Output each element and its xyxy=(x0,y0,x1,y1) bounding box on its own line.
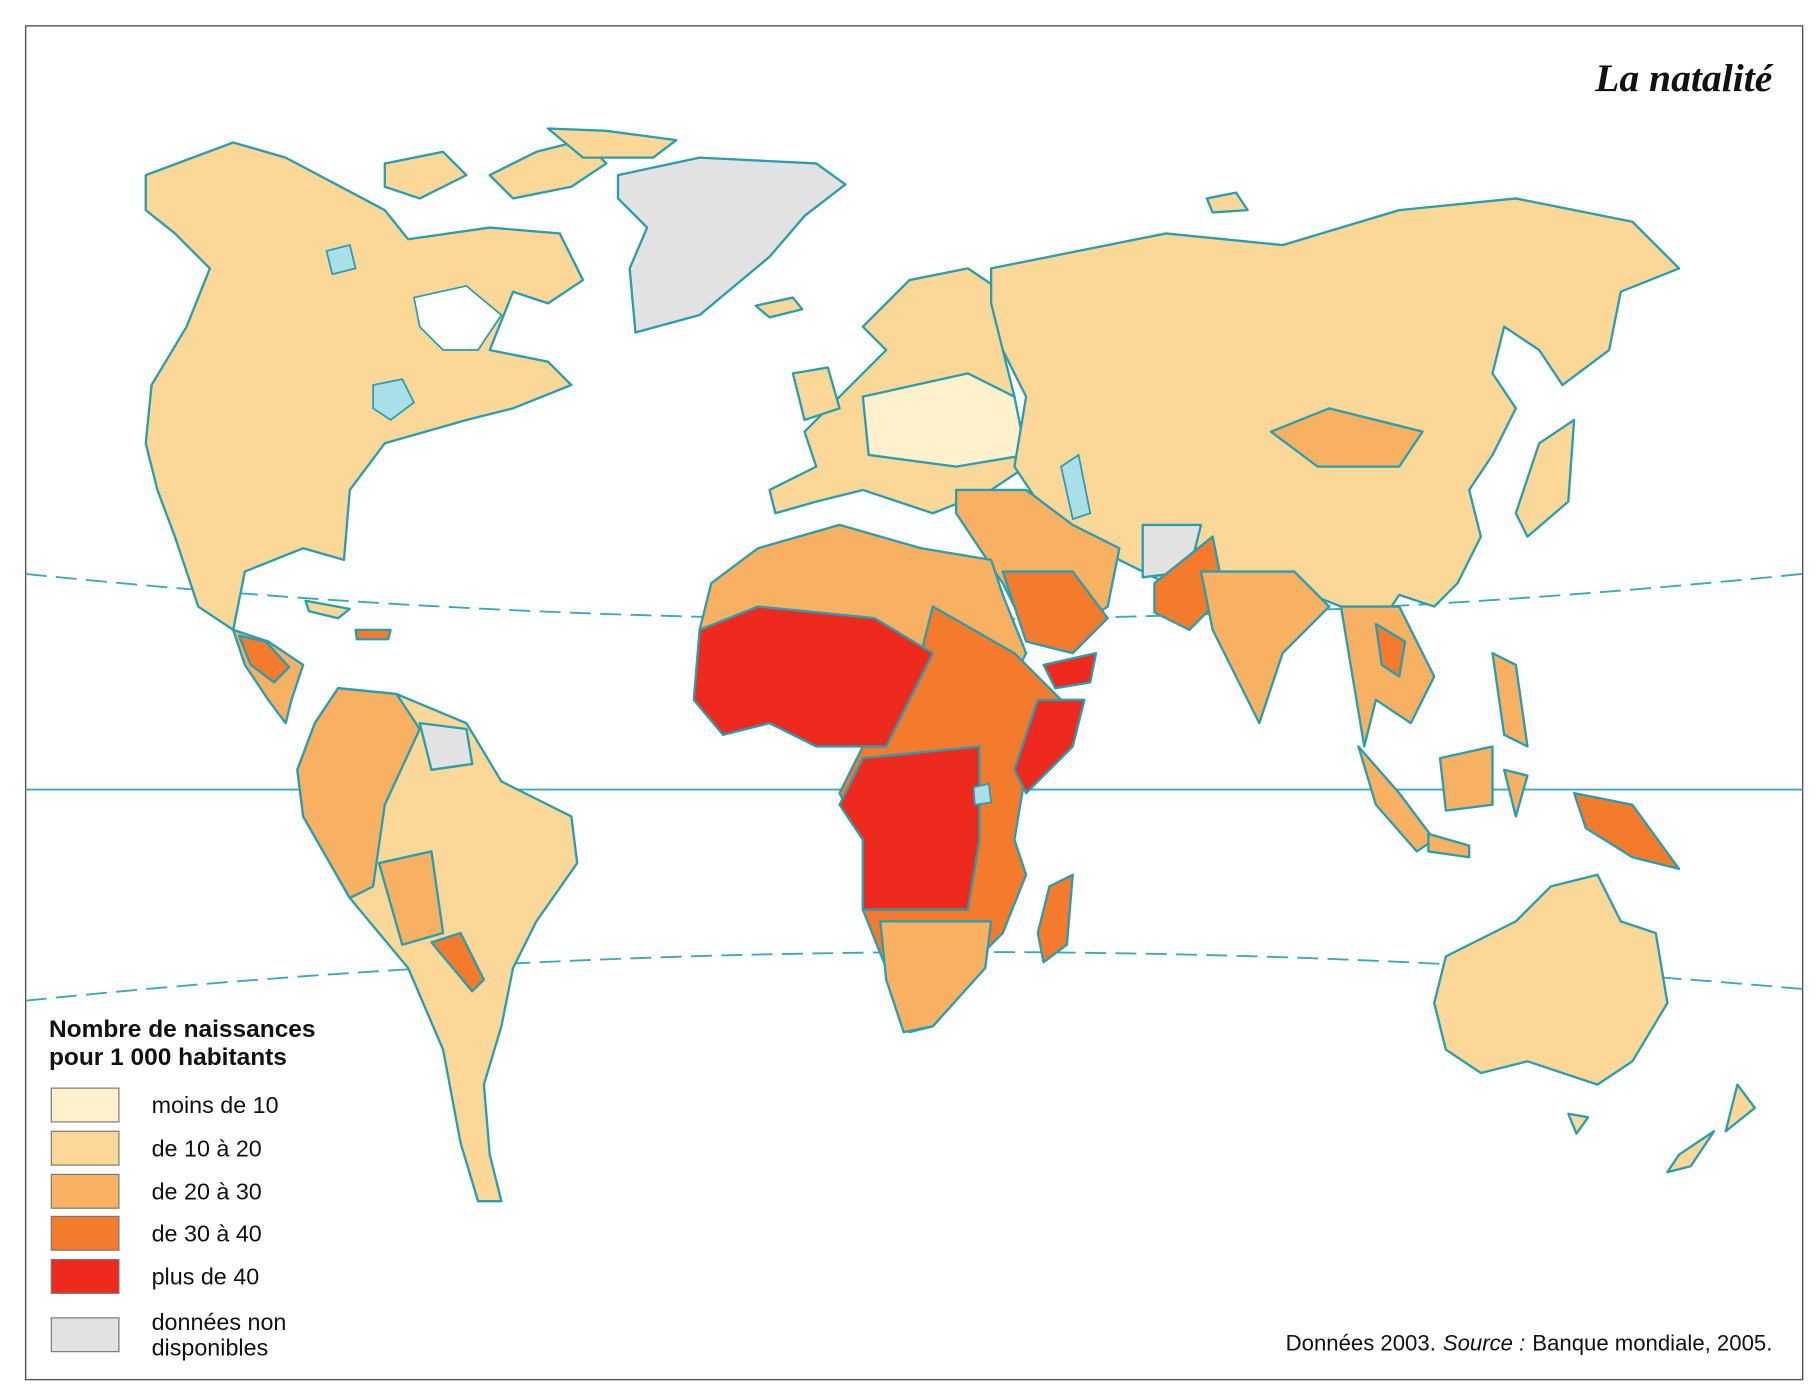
legend-label: plus de 40 xyxy=(152,1264,260,1290)
legend-swatch xyxy=(50,1087,120,1123)
borneo xyxy=(1438,745,1494,812)
map-title: La natalité xyxy=(1594,56,1774,100)
legend-title: pour 1 000 habitants xyxy=(49,1044,287,1071)
southern-africa xyxy=(879,920,993,1034)
australia xyxy=(1433,873,1669,1086)
mongolia xyxy=(1269,407,1424,468)
new-zealand xyxy=(1666,1130,1716,1174)
philippines xyxy=(1491,652,1529,748)
legend-label: données non xyxy=(152,1309,287,1335)
saudi-arabia xyxy=(1001,570,1109,655)
guianas xyxy=(418,721,474,771)
caspian-sea xyxy=(1060,453,1092,521)
north-america xyxy=(144,141,585,632)
andean-countries xyxy=(296,687,421,900)
central-africa xyxy=(838,745,981,911)
arctic-island xyxy=(488,138,608,200)
arctic-island xyxy=(1205,191,1249,214)
legend-label: de 30 à 40 xyxy=(152,1220,262,1246)
great-lakes xyxy=(372,378,416,422)
bolivia xyxy=(377,850,445,946)
laos xyxy=(1374,622,1407,678)
legend-label: disponibles xyxy=(152,1335,269,1361)
sumatra xyxy=(1357,745,1436,853)
legend-swatch xyxy=(50,1173,120,1209)
arctic-island xyxy=(383,150,468,200)
land xyxy=(144,127,1757,1203)
source-lead: Données 2003. xyxy=(1286,1330,1436,1355)
west-africa xyxy=(692,605,934,748)
caribbean xyxy=(304,599,351,620)
legend: Nombre de naissances pour 1 000 habitant… xyxy=(49,1016,316,1361)
japan xyxy=(1514,418,1576,538)
legend-label: de 10 à 20 xyxy=(152,1135,262,1161)
greenland xyxy=(616,156,847,334)
legend-label: de 20 à 30 xyxy=(152,1178,262,1204)
india xyxy=(1199,570,1331,725)
hudson-bay xyxy=(412,284,503,351)
source-label: Source : xyxy=(1443,1330,1525,1355)
madagascar xyxy=(1036,873,1074,964)
papua-new-guinea xyxy=(1572,791,1681,871)
caribbean xyxy=(354,628,392,641)
paraguay xyxy=(430,931,486,993)
horn-of-africa xyxy=(1013,698,1086,795)
sulawesi xyxy=(1503,768,1529,818)
new-zealand xyxy=(1724,1083,1757,1133)
legend-swatch xyxy=(50,1317,120,1353)
yemen xyxy=(1042,652,1098,690)
source-text: Banque mondiale, 2005. xyxy=(1532,1330,1772,1355)
java xyxy=(1427,832,1471,859)
british-isles xyxy=(791,366,841,422)
legend-title: Nombre de naissances xyxy=(49,1016,316,1043)
legend-swatch xyxy=(50,1258,120,1294)
iceland xyxy=(754,296,804,319)
lake-victoria xyxy=(972,782,993,806)
arctic-island xyxy=(546,127,678,159)
southeast-asia xyxy=(1339,605,1436,748)
source-note: Données 2003. Source : Banque mondiale, 20… xyxy=(1286,1330,1773,1355)
lake xyxy=(325,244,357,276)
legend-swatch xyxy=(50,1215,120,1251)
tasmania xyxy=(1567,1112,1590,1135)
central-america xyxy=(237,634,291,684)
legend-swatch xyxy=(50,1130,120,1166)
legend-label: moins de 10 xyxy=(152,1092,279,1118)
